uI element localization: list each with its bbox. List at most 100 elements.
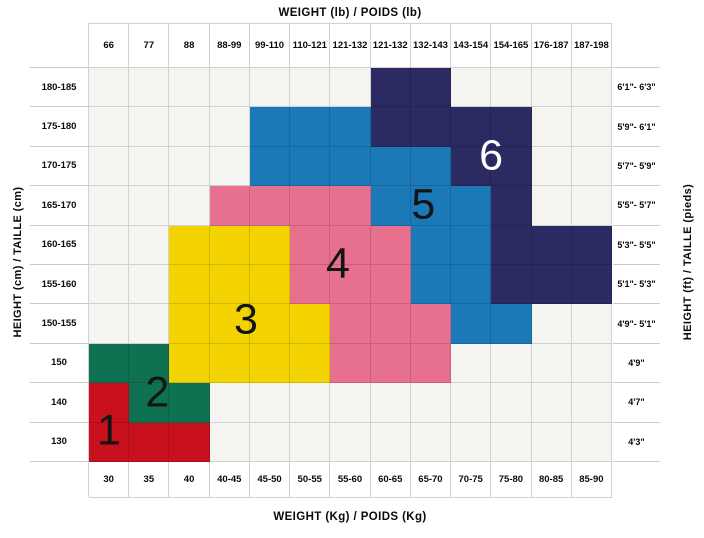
weight-lb-tick-label: 187-198 — [571, 24, 612, 68]
grid-cell-empty — [129, 225, 170, 265]
grid-cell-empty — [451, 343, 492, 384]
grid-cell-size-6 — [491, 225, 532, 265]
grid-cell-size-3 — [249, 343, 291, 384]
grid-cell-empty — [571, 107, 612, 147]
grid-cell-empty — [209, 107, 250, 147]
grid-cell-size-4 — [290, 264, 331, 305]
grid-cell-size-5 — [370, 186, 411, 226]
grid-cell-empty — [249, 68, 291, 108]
grid-cell-size-3 — [169, 264, 210, 305]
grid-cell-empty — [129, 186, 170, 226]
grid-cell-empty — [129, 304, 170, 344]
grid-cell-empty — [89, 146, 130, 187]
grid-cell-size-1 — [129, 422, 170, 462]
weight-lb-tick-label: 121-132 — [370, 24, 411, 68]
grid-cell-empty — [571, 304, 612, 344]
grid-cell-size-3 — [290, 304, 331, 344]
grid-cell-empty — [89, 107, 130, 147]
weight-kg-tick-label: 65-70 — [410, 461, 452, 498]
grid-cell-size-5 — [451, 186, 492, 226]
grid-cell-empty — [290, 68, 331, 108]
grid-cell-size-5 — [249, 107, 291, 147]
grid-cell-size-4 — [410, 304, 452, 344]
grid-cell-empty — [531, 422, 572, 462]
grid-cell-size-4 — [370, 304, 411, 344]
grid-cell-size-6 — [491, 264, 532, 305]
grid-cell-size-6 — [571, 264, 612, 305]
grid-cell-size-4 — [330, 343, 371, 384]
grid-cell-empty — [169, 146, 210, 187]
grid-cell-size-5 — [491, 304, 532, 344]
grid-cell-size-1 — [89, 422, 130, 462]
grid-cell-size-4 — [330, 304, 371, 344]
grid-cell-empty — [209, 68, 250, 108]
weight-kg-tick-label: 40 — [169, 461, 210, 498]
grid-cell-empty — [89, 304, 130, 344]
grid-cell-empty — [169, 186, 210, 226]
grid-cell-size-5 — [451, 225, 492, 265]
grid-cell-empty — [531, 343, 572, 384]
size-grid: 66 77 88 88-99 99-110 110-121 121-132 121-132 13… — [88, 23, 612, 498]
height-cm-axis-title: HEIGHT (cm) / TAILLE (cm) — [12, 186, 24, 338]
grid-cell-empty — [531, 186, 572, 226]
height-cm-tick-label: 130 — [30, 423, 88, 462]
grid-cell-size-6 — [491, 186, 532, 226]
grid-cell-empty — [290, 422, 331, 462]
grid-cell-empty — [330, 422, 371, 462]
grid-cell-empty — [571, 422, 612, 462]
grid-cell-size-6 — [410, 107, 452, 147]
grid-cell-size-5 — [410, 146, 452, 187]
grid-cell-size-2 — [89, 343, 130, 384]
grid-cell-size-6 — [491, 107, 532, 147]
height-cm-tick-label: 170-175 — [30, 147, 88, 187]
grid-cell-empty — [169, 68, 210, 108]
grid-cell-size-4 — [410, 343, 452, 384]
grid-cell-size-6 — [410, 68, 452, 108]
grid-cell-size-5 — [290, 107, 331, 147]
grid-cell-empty — [330, 68, 371, 108]
weight-lb-tick-label: 99-110 — [249, 24, 291, 68]
grid-cell-size-6 — [451, 107, 492, 147]
grid-cell-size-4 — [370, 264, 411, 305]
weight-lb-tick-label: 88 — [169, 24, 210, 68]
grid-cell-size-5 — [370, 146, 411, 187]
grid-cell-size-4 — [209, 186, 250, 226]
grid-cell-size-3 — [249, 225, 291, 265]
weight-lb-tick-label: 143-154 — [451, 24, 492, 68]
grid-cell-size-6 — [531, 225, 572, 265]
weight-kg-tick-label: 35 — [129, 461, 170, 498]
height-cm-tick-label: 140 — [30, 383, 88, 423]
grid-cell-size-5 — [249, 146, 291, 187]
grid-cell-size-5 — [290, 146, 331, 187]
grid-cell-size-3 — [249, 304, 291, 344]
grid-cell-empty — [571, 68, 612, 108]
height-ft-tick-label: 5'1"- 5'3" — [613, 265, 660, 305]
grid-cell-empty — [89, 264, 130, 305]
grid-cell-empty — [330, 383, 371, 423]
weight-kg-tick-label: 85-90 — [571, 461, 612, 498]
weight-lb-tick-label: 176-187 — [531, 24, 572, 68]
grid-cell-size-3 — [209, 304, 250, 344]
grid-cell-empty — [571, 343, 612, 384]
grid-cell-size-1 — [89, 383, 130, 423]
grid-cell-size-4 — [370, 225, 411, 265]
grid-cell-size-2 — [169, 383, 210, 423]
weight-lb-tick-label: 88-99 — [209, 24, 250, 68]
grid-cell-size-3 — [169, 343, 210, 384]
size-zone-number-2: 2 — [145, 368, 170, 417]
weight-kg-tick-label: 45-50 — [249, 461, 291, 498]
grid-cell-size-6 — [451, 146, 492, 187]
grid-cell-empty — [571, 146, 612, 187]
grid-cell-empty — [531, 68, 572, 108]
grid-cell-size-6 — [531, 264, 572, 305]
weight-lb-tick-label: 121-132 — [330, 24, 371, 68]
grid-cell-size-3 — [249, 264, 291, 305]
weight-lb-tick-label: 154-165 — [491, 24, 532, 68]
height-cm-tick-label: 150-155 — [30, 304, 88, 344]
grid-cell-empty — [370, 383, 411, 423]
height-ft-tick-label: 4'7" — [613, 383, 660, 423]
grid-cell-size-4 — [370, 343, 411, 384]
grid-cell-empty — [531, 304, 572, 344]
grid-cell-empty — [451, 422, 492, 462]
grid-cell-size-5 — [451, 304, 492, 344]
